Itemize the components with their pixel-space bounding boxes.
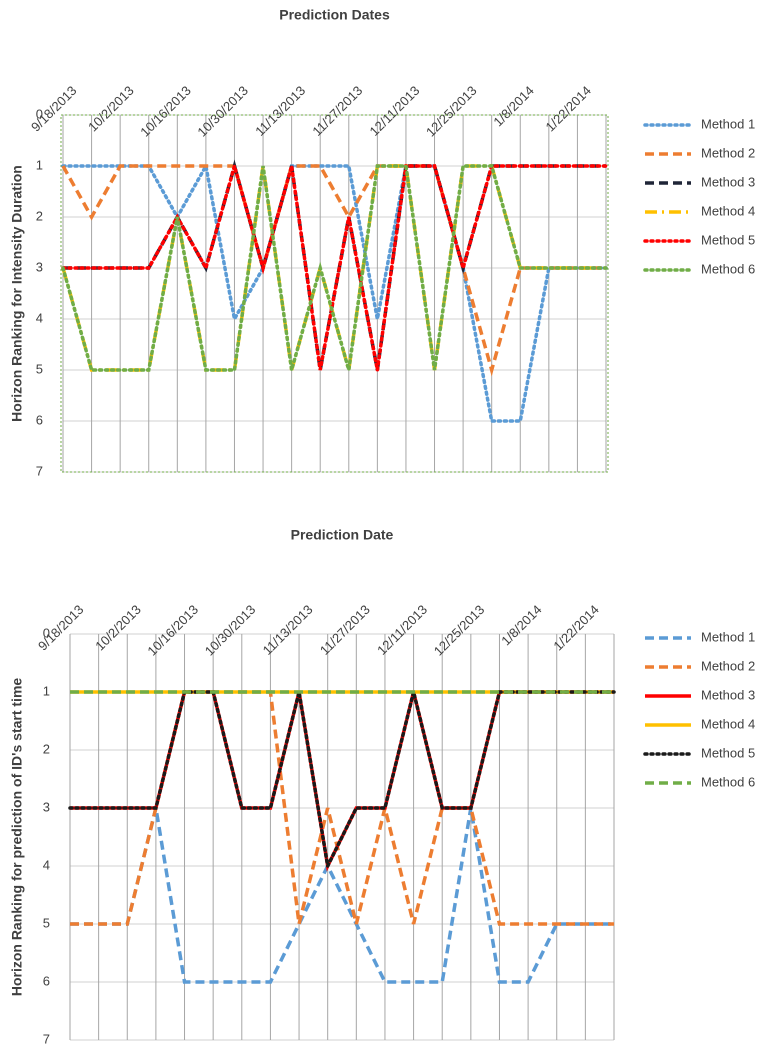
y-tick-label: 5 [36,361,43,376]
legend-label: Method 5 [701,745,755,760]
y-tick-label: 2 [43,741,50,756]
y-tick-label: 0 [36,106,43,121]
y-tick-label: 7 [36,463,43,478]
y-tick-label: 3 [36,259,43,274]
y-tick-label: 6 [43,973,50,988]
x-tick-label: 12/11/2013 [367,83,423,139]
x-tick-label: 12/11/2013 [374,602,430,658]
legend-label: Method 2 [701,145,755,160]
x-tick-label: 11/27/2013 [309,83,365,139]
x-tick-label: 10/16/2013 [137,83,194,140]
y-tick-label: 1 [36,157,43,172]
legend-label: Method 5 [701,232,755,247]
legend-label: Method 4 [701,203,755,218]
x-tick-label: 10/2/2013 [92,602,144,654]
legend-label: Method 1 [701,629,755,644]
x-tick-label: 10/30/2013 [194,83,251,140]
series-line [61,159,608,371]
x-tick-label: 1/8/2014 [498,602,544,648]
x-tick-label: 10/2/2013 [85,83,137,135]
legend-label: Method 6 [701,774,755,789]
y-tick-label: 2 [36,208,43,223]
y-tick-label: 7 [43,1031,50,1046]
y-tick-label: 1 [43,683,50,698]
x-tick-label: 10/30/2013 [202,602,259,659]
series-line [61,164,608,372]
series-line [68,690,616,872]
x-tick-label: 11/27/2013 [317,602,373,658]
plot-border [60,114,609,473]
x-tick-label: 12/25/2013 [431,602,488,659]
x-tick-label: 12/25/2013 [423,83,480,140]
series-line [61,164,606,377]
legend-label: Method 1 [701,116,755,131]
series-line [61,160,608,423]
y-axis-title: Horizon Ranking for prediction of ID's s… [9,678,25,997]
y-tick-label: 5 [43,915,50,930]
legend-label: Method 3 [701,174,755,189]
chart-title: Prediction Dates [279,7,390,23]
y-tick-label: 3 [43,799,50,814]
y-axis-title: Horizon Ranking for Intensity Duration [9,165,25,422]
y-tick-label: 4 [43,857,50,872]
legend-label: Method 2 [701,658,755,673]
legend-label: Method 6 [701,261,755,276]
legend-label: Method 3 [701,687,755,702]
x-tick-label: 10/16/2013 [144,602,201,659]
x-tick-label: 1/22/2014 [550,602,602,654]
x-tick-label: 11/13/2013 [260,602,316,658]
x-tick-label: 1/8/2014 [490,83,536,129]
x-tick-label: 11/13/2013 [252,83,308,139]
x-tick-label: 1/22/2014 [542,83,594,135]
chart-title: Prediction Date [291,527,394,543]
y-tick-label: 4 [36,310,43,325]
y-tick-label: 0 [43,625,50,640]
legend-label: Method 4 [701,716,755,731]
y-tick-label: 6 [36,412,43,427]
